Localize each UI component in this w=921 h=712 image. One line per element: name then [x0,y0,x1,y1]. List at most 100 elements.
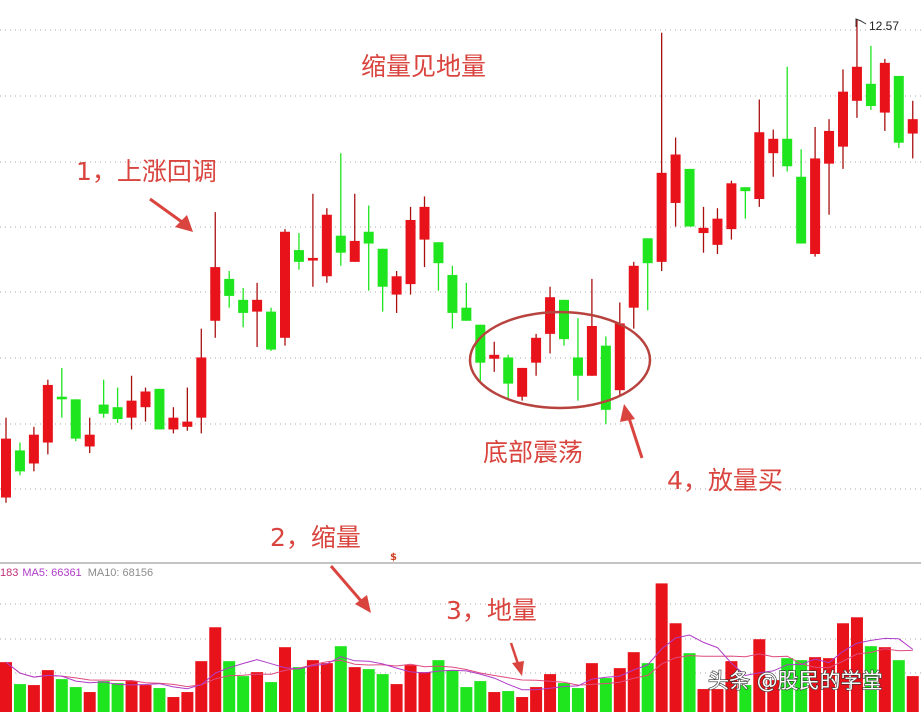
candle [126,375,137,430]
arrow-icon [329,565,364,603]
volume-bar [41,670,54,712]
candle-body [796,176,807,244]
annotation-step2: 2，缩量 [270,523,361,552]
candle [405,206,416,295]
candle-body [321,214,332,277]
candle-body [907,119,918,134]
high-price-label: 12.57 [869,19,899,33]
volume-bar [265,682,278,712]
arrow-icon [627,417,644,459]
candle-body [545,297,556,334]
candle-body [42,384,53,443]
volume-bar [864,646,877,712]
volume-bar [544,674,557,712]
volume-bar [627,652,640,712]
candle [293,233,304,270]
arrow-head-icon [620,404,635,422]
high-price-marker: 12.57 [855,18,899,33]
candle-body [698,227,709,234]
candle-body [656,172,667,262]
candle-body [740,187,751,192]
arrow-icon [149,197,183,224]
candle-body [433,242,444,264]
volume-bar [223,661,236,712]
candle-body [349,240,360,262]
volume-bar [125,681,138,712]
volume-legend: 183 MA5: 66361 MA10: 68156 [0,567,153,579]
volume-bar [697,689,710,712]
volume-bar [362,669,375,712]
candle-body [475,324,486,363]
candle-body [280,231,290,338]
price-gridlines [0,29,921,490]
volume-bar [767,680,780,712]
candle-body [517,367,528,397]
candle [726,180,737,240]
candle [879,58,890,131]
candle [740,187,751,219]
candle [196,328,207,434]
candle [838,69,848,169]
candle [461,282,472,321]
candle [238,288,249,328]
arrow-icon [509,642,520,665]
candle-body [224,278,235,296]
volume-gridlines [0,603,921,674]
annotation-title: 缩量见地量 [361,52,486,81]
candle-body [238,299,249,313]
volume-bar [711,689,724,712]
candle [600,336,611,425]
candle [754,99,765,207]
candle-body [112,407,123,419]
candle [572,318,583,401]
volume-bar [139,685,152,712]
annotation-step1: 1，上涨回调 [76,157,217,186]
volume-bar [823,658,836,712]
volume-bar [669,623,682,712]
candle [14,442,25,476]
candle-body [196,357,207,418]
volume-bar [111,683,124,712]
volume-bar [404,665,417,712]
candle [140,387,151,422]
volume-bar [13,684,26,712]
volume-bar [446,670,459,712]
volume-bar [432,660,445,712]
candle-body [572,357,583,376]
candle-body [838,91,848,147]
candle [154,388,165,430]
candle [503,354,514,399]
candle-body [1,438,11,498]
volume-bar [488,692,501,712]
arrow-head-icon [355,595,371,613]
volume-ma5-line [5,634,914,691]
candle [266,307,277,351]
candle [531,333,542,376]
candle-body [335,235,346,253]
candle-body [419,206,430,240]
candle-body [628,265,639,308]
volume-bar [251,672,264,712]
candle-body [531,337,542,363]
candle-body [489,354,500,359]
candle-body [712,218,723,245]
candle [545,286,556,354]
volume-bar [683,653,696,712]
candle [168,407,179,434]
volume-bar [320,663,333,712]
candle-body [56,396,67,400]
candle [335,153,346,266]
candle [559,299,569,346]
candle [907,100,918,159]
candle [307,193,318,287]
volume-bar [292,667,305,712]
candle [656,32,667,272]
volume-bar [739,685,752,712]
candle-body [377,248,388,287]
volume-bar [753,639,766,712]
volume-bar [97,681,110,712]
volume-bar [558,683,570,712]
candle-body [782,138,793,167]
candle [489,341,500,372]
candle [782,66,793,172]
